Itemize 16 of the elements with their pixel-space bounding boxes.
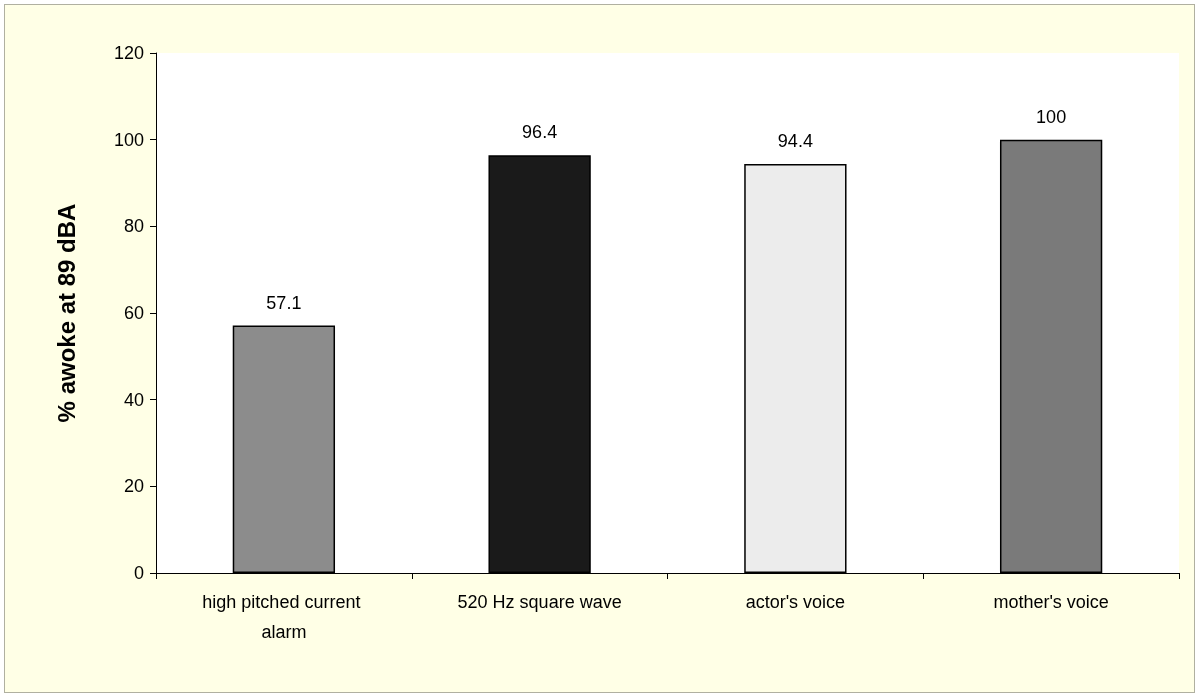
x-tick-label: 520 Hz square wave (457, 592, 622, 612)
x-tick-label: actor's voice (745, 592, 846, 612)
y-tick-label: 80 (123, 216, 144, 237)
data-label: 57.1 (266, 292, 302, 313)
y-tick-label: 60 (123, 303, 144, 323)
y-tick-label: 40 (123, 389, 144, 410)
y-tick-label: 20 (123, 476, 144, 497)
y-tick-label: 120 (113, 43, 144, 63)
y-axis-title: % awoke at 89 dBA (52, 203, 80, 423)
y-tick-label: 0 (133, 563, 144, 583)
data-label: 96.4 (522, 122, 558, 143)
data-label: 100 (1036, 106, 1067, 127)
data-label: 94.4 (777, 130, 813, 151)
x-tick-label: high pitched current alarm (202, 592, 366, 642)
x-tick-label: mother's voice (993, 592, 1109, 612)
y-tick-label: 100 (113, 129, 144, 150)
